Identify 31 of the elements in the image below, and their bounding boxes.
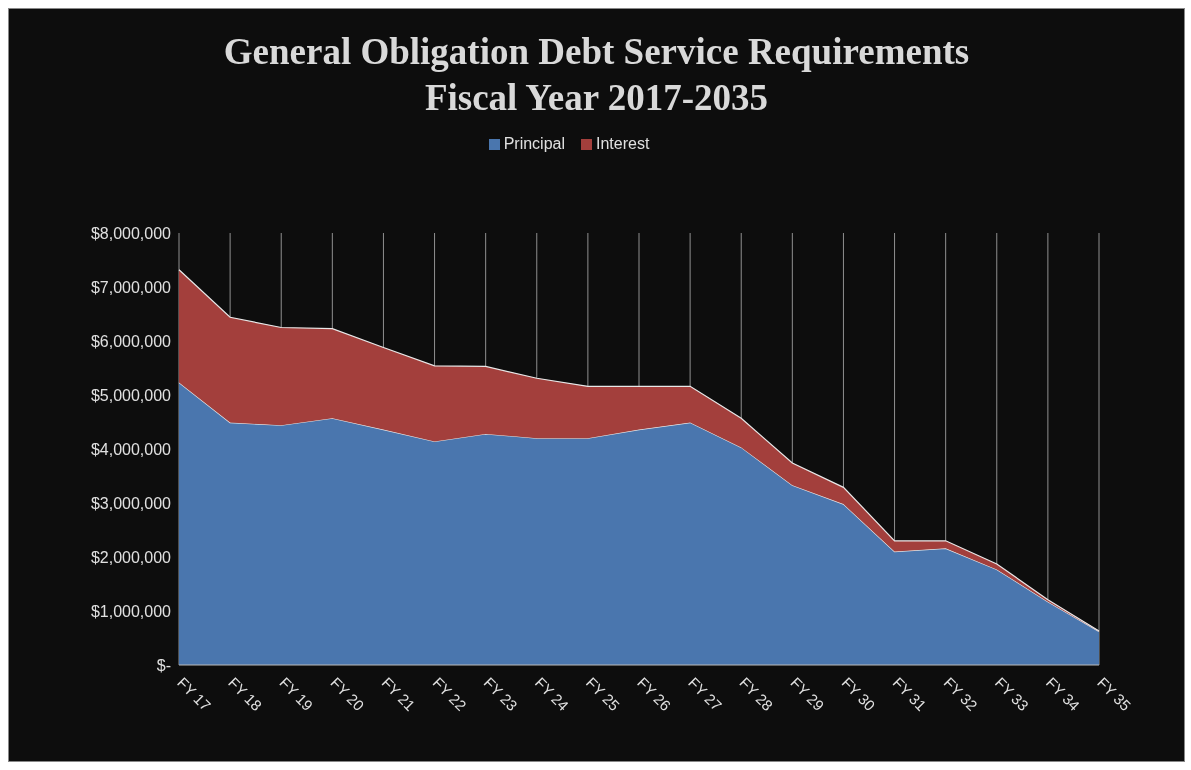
x-tick-label: FY 17 xyxy=(174,673,215,715)
x-tick-label: FY 32 xyxy=(940,673,981,715)
x-tick-label: FY 22 xyxy=(429,673,470,715)
y-tick-label: $5,000,000 xyxy=(90,386,172,404)
x-tick-label: FY 24 xyxy=(531,673,572,715)
x-tick-label: FY 34 xyxy=(1042,673,1084,715)
x-tick-label: FY 21 xyxy=(378,673,419,715)
x-tick-label: FY 25 xyxy=(582,673,624,715)
x-tick-label: FY 33 xyxy=(991,673,1032,715)
y-tick-label: $4,000,000 xyxy=(90,440,172,458)
y-tick-label: $1,000,000 xyxy=(90,602,172,620)
x-tick-label: FY 28 xyxy=(736,673,777,715)
y-tick-label: $2,000,000 xyxy=(90,548,172,566)
legend-label: Interest xyxy=(596,135,650,153)
x-tick-label: FY 19 xyxy=(276,673,317,715)
chart-title: General Obligation Debt Service Requirements Fiscal Year 2017-2035 xyxy=(222,30,971,120)
y-tick-label: $3,000,000 xyxy=(90,494,172,512)
legend-label: Principal xyxy=(503,135,565,153)
x-tick-label: FY 18 xyxy=(225,673,266,715)
x-tick-label: FY 31 xyxy=(889,673,930,715)
x-tick-label: FY 29 xyxy=(787,673,828,715)
y-tick-label: $8,000,000 xyxy=(90,224,172,242)
x-tick-label: FY 35 xyxy=(1094,673,1135,715)
x-tick-label: FY 26 xyxy=(634,673,675,715)
x-tick-label: FY 30 xyxy=(838,673,879,715)
x-tick-label: FY 23 xyxy=(480,673,521,715)
x-tick-label: FY 20 xyxy=(327,673,368,715)
x-tick-label: FY 27 xyxy=(685,673,726,715)
y-tick-label: $7,000,000 xyxy=(90,278,172,296)
y-tick-label: $- xyxy=(156,656,171,674)
y-tick-label: $6,000,000 xyxy=(90,332,172,350)
